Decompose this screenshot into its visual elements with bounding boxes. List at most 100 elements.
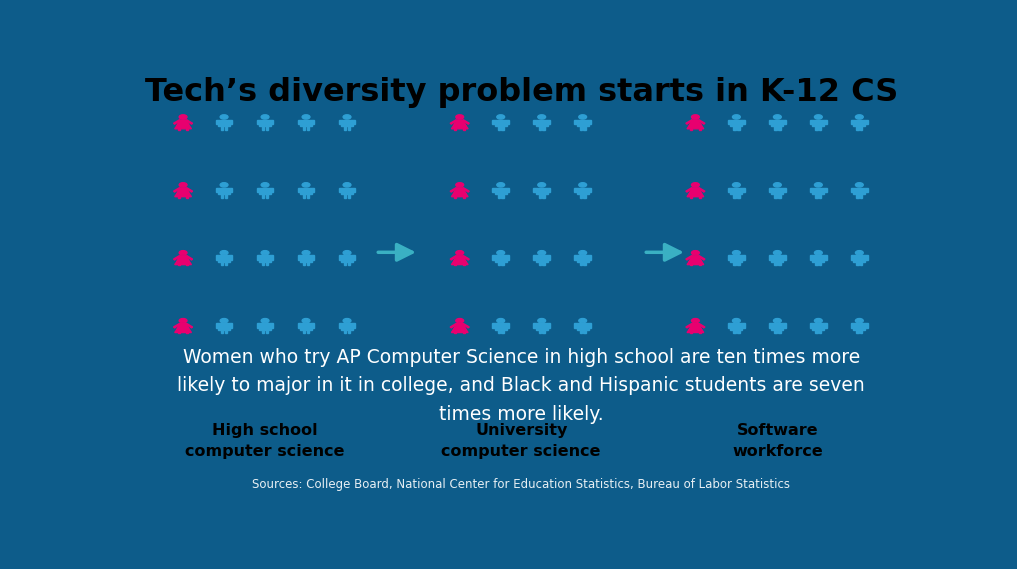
Circle shape	[855, 115, 863, 119]
Bar	[344, 261, 347, 265]
Polygon shape	[687, 192, 704, 197]
Circle shape	[456, 250, 464, 255]
Polygon shape	[177, 120, 190, 127]
Circle shape	[343, 250, 351, 255]
Bar	[265, 329, 268, 333]
Bar	[265, 261, 268, 265]
Bar	[272, 119, 274, 124]
Bar	[730, 255, 742, 262]
Bar	[506, 119, 508, 124]
Bar	[737, 329, 739, 333]
Bar	[455, 196, 457, 197]
Bar	[589, 323, 591, 328]
Bar	[257, 119, 259, 124]
Bar	[811, 323, 813, 328]
Polygon shape	[174, 120, 180, 124]
Bar	[813, 255, 825, 262]
Bar	[548, 323, 550, 328]
Circle shape	[302, 183, 310, 187]
Bar	[259, 119, 272, 126]
Bar	[221, 329, 224, 333]
Bar	[589, 188, 591, 192]
Bar	[584, 329, 586, 333]
Circle shape	[220, 183, 228, 187]
Bar	[298, 255, 300, 260]
Bar	[816, 126, 818, 130]
Bar	[542, 329, 545, 333]
Bar	[728, 119, 730, 124]
Circle shape	[220, 319, 228, 323]
Bar	[492, 255, 494, 260]
Bar	[577, 119, 589, 126]
Bar	[778, 261, 780, 265]
Bar	[584, 193, 586, 197]
Bar	[230, 323, 232, 328]
Bar	[178, 264, 180, 265]
Bar	[539, 329, 541, 333]
Bar	[501, 126, 503, 130]
Bar	[769, 323, 771, 328]
Bar	[312, 188, 314, 192]
Circle shape	[815, 250, 823, 255]
Circle shape	[579, 183, 587, 187]
Bar	[348, 126, 350, 130]
Circle shape	[732, 250, 740, 255]
Bar	[312, 323, 314, 328]
Bar	[186, 264, 188, 265]
Bar	[218, 119, 230, 126]
Polygon shape	[699, 188, 705, 192]
Bar	[733, 261, 735, 265]
Bar	[584, 261, 586, 265]
Bar	[230, 188, 232, 192]
Bar	[341, 323, 353, 329]
Bar	[259, 188, 272, 194]
Bar	[344, 329, 347, 333]
Bar	[265, 193, 268, 197]
Bar	[851, 323, 853, 328]
Polygon shape	[699, 324, 705, 328]
Bar	[730, 119, 742, 126]
Bar	[225, 193, 227, 197]
Bar	[262, 261, 264, 265]
Bar	[575, 255, 577, 260]
Circle shape	[579, 319, 587, 323]
Bar	[548, 255, 550, 260]
Polygon shape	[685, 188, 692, 192]
Polygon shape	[454, 324, 467, 331]
Circle shape	[456, 183, 464, 187]
Bar	[771, 188, 783, 194]
Bar	[494, 119, 506, 126]
Bar	[575, 119, 577, 124]
Polygon shape	[186, 120, 192, 124]
Bar	[774, 261, 777, 265]
Bar	[339, 323, 341, 328]
Bar	[506, 255, 508, 260]
Bar	[584, 126, 586, 130]
Bar	[778, 329, 780, 333]
Bar	[577, 323, 589, 329]
Bar	[742, 188, 744, 192]
Bar	[575, 188, 577, 192]
Bar	[494, 323, 506, 329]
Bar	[548, 188, 550, 192]
Bar	[497, 126, 500, 130]
Bar	[216, 323, 218, 328]
Bar	[272, 255, 274, 260]
Bar	[577, 255, 589, 262]
Bar	[534, 323, 536, 328]
Circle shape	[343, 115, 351, 119]
Bar	[819, 126, 822, 130]
Polygon shape	[689, 188, 702, 195]
Circle shape	[343, 319, 351, 323]
Polygon shape	[186, 188, 192, 192]
Bar	[860, 329, 862, 333]
Polygon shape	[177, 256, 190, 262]
Bar	[774, 329, 777, 333]
Circle shape	[497, 319, 504, 323]
Polygon shape	[177, 324, 190, 331]
Polygon shape	[687, 124, 704, 129]
Bar	[216, 119, 218, 124]
Bar	[463, 128, 465, 130]
Bar	[730, 323, 742, 329]
Bar	[851, 119, 853, 124]
